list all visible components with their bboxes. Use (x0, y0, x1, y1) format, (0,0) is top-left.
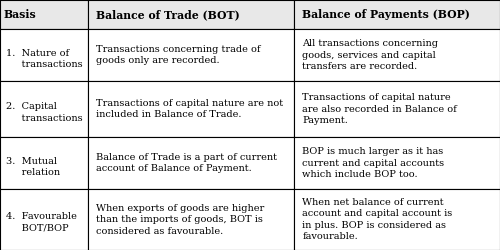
Text: 4.  Favourable
     BOT/BOP: 4. Favourable BOT/BOP (6, 212, 77, 233)
Text: Transactions of capital nature are not
included in Balance of Trade.: Transactions of capital nature are not i… (96, 99, 283, 119)
Text: Transactions concerning trade of
goods only are recorded.: Transactions concerning trade of goods o… (96, 45, 260, 65)
Text: All transactions concerning
goods, services and capital
transfers are recorded.: All transactions concerning goods, servi… (302, 39, 438, 71)
Text: When exports of goods are higher
than the imports of goods, BOT is
considered as: When exports of goods are higher than th… (96, 204, 264, 236)
Text: 1.  Nature of
     transactions: 1. Nature of transactions (6, 49, 83, 69)
Text: BOP is much larger as it has
current and capital accounts
which include BOP too.: BOP is much larger as it has current and… (302, 147, 444, 179)
Text: Basis: Basis (4, 9, 36, 20)
Text: When net balance of current
account and capital account is
in plus. BOP is consi: When net balance of current account and … (302, 198, 452, 241)
Text: Balance of Trade (BOT): Balance of Trade (BOT) (96, 9, 240, 20)
Text: 3.  Mutual
     relation: 3. Mutual relation (6, 157, 60, 177)
Text: Balance of Trade is a part of current
account of Balance of Payment.: Balance of Trade is a part of current ac… (96, 153, 277, 173)
Text: Balance of Payments (BOP): Balance of Payments (BOP) (302, 9, 470, 20)
Text: Transactions of capital nature
are also recorded in Balance of
Payment.: Transactions of capital nature are also … (302, 93, 457, 125)
Text: 2.  Capital
     transactions: 2. Capital transactions (6, 102, 83, 123)
